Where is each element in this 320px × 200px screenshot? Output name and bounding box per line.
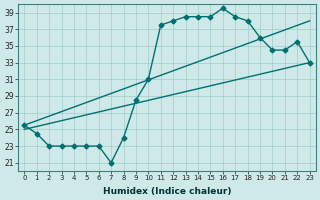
X-axis label: Humidex (Indice chaleur): Humidex (Indice chaleur) [103, 187, 231, 196]
